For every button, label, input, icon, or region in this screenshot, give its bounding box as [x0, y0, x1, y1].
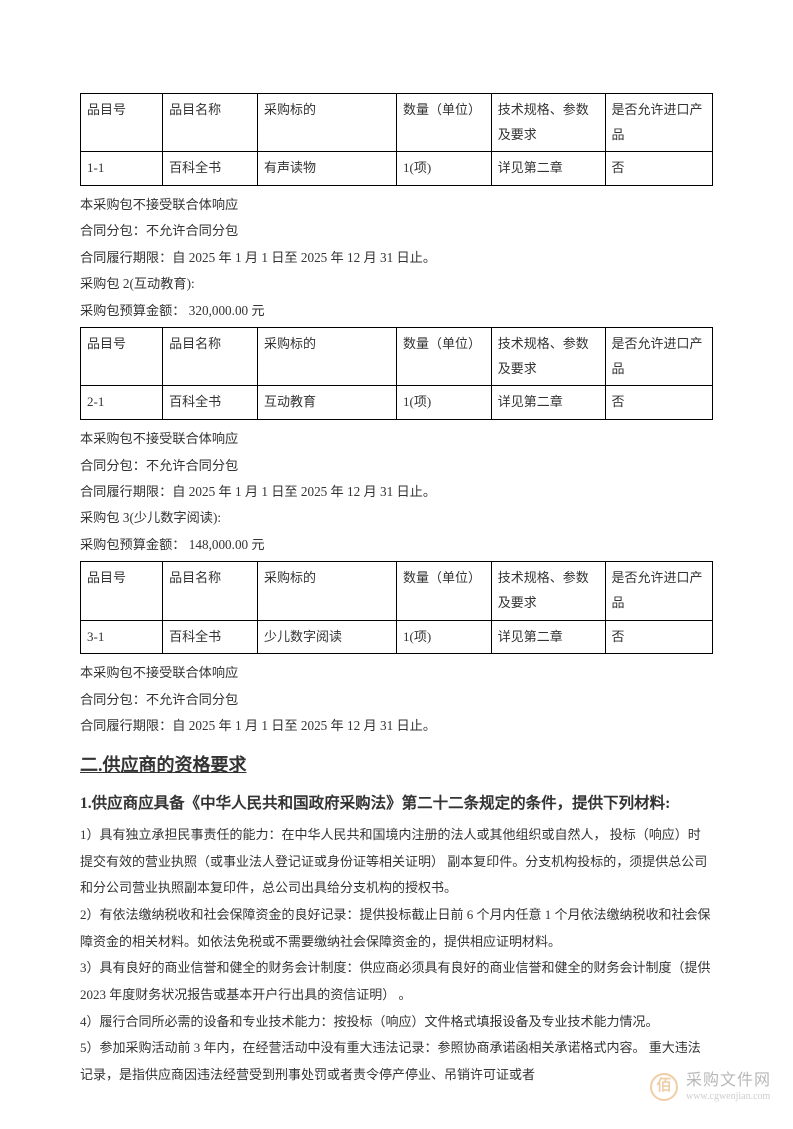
col-import: 是否允许进口产品: [605, 562, 712, 620]
cell-item-name: 百科全书: [163, 620, 258, 654]
watermark: 佰 采购文件网 www.cgwenjian.com: [650, 1072, 771, 1102]
package3-table: 品目号 品目名称 采购标的 数量（单位） 技术规格、参数及要求 是否允许进口产品…: [80, 561, 713, 654]
col-quantity: 数量（单位）: [396, 94, 491, 152]
pkg2-title: 采购包 2(互动教育):: [80, 271, 713, 297]
package1-table: 品目号 品目名称 采购标的 数量（单位） 技术规格、参数及要求 是否允许进口产品…: [80, 93, 713, 186]
cell-quantity: 1(项): [396, 152, 491, 186]
col-item-no: 品目号: [81, 94, 163, 152]
table-row: 3-1 百科全书 少儿数字阅读 1(项) 详见第二章 否: [81, 620, 713, 654]
col-item-no: 品目号: [81, 562, 163, 620]
cell-subject: 有声读物: [257, 152, 396, 186]
cell-spec: 详见第二章: [491, 620, 605, 654]
pkg3-budget: 采购包预算金额： 148,000.00 元: [80, 532, 713, 558]
requirement-p5: 5）参加采购活动前 3 年内，在经营活动中没有重大违法记录：参照协商承诺函相关承…: [80, 1035, 713, 1088]
table-row: 2-1 百科全书 互动教育 1(项) 详见第二章 否: [81, 386, 713, 420]
requirement-p4: 4）履行合同所必需的设备和专业技术能力：按投标（响应）文件格式填报设备及专业技术…: [80, 1009, 713, 1036]
pkg2-budget: 采购包预算金额： 320,000.00 元: [80, 298, 713, 324]
table-header-row: 品目号 品目名称 采购标的 数量（单位） 技术规格、参数及要求 是否允许进口产品: [81, 562, 713, 620]
pkg3-no-subcontract: 合同分包：不允许合同分包: [80, 687, 713, 713]
pkg2-no-subcontract: 合同分包：不允许合同分包: [80, 453, 713, 479]
col-quantity: 数量（单位）: [396, 562, 491, 620]
package2-table: 品目号 品目名称 采购标的 数量（单位） 技术规格、参数及要求 是否允许进口产品…: [80, 327, 713, 420]
col-spec: 技术规格、参数及要求: [491, 328, 605, 386]
requirement-p3: 3）具有良好的商业信誉和健全的财务会计制度：供应商必须具有良好的商业信誉和健全的…: [80, 955, 713, 1008]
requirement-p2: 2）有依法缴纳税收和社会保障资金的良好记录：提供投标截止日前 6 个月内任意 1…: [80, 902, 713, 955]
section2-sub1: 1.供应商应具备《中华人民共和国政府采购法》第二十二条规定的条件，提供下列材料:: [80, 789, 713, 818]
cell-quantity: 1(项): [396, 386, 491, 420]
col-item-no: 品目号: [81, 328, 163, 386]
table-row: 1-1 百科全书 有声读物 1(项) 详见第二章 否: [81, 152, 713, 186]
cell-spec: 详见第二章: [491, 386, 605, 420]
section2-title: 二.供应商的资格要求: [80, 749, 713, 782]
pkg1-contract-period: 合同履行期限：自 2025 年 1 月 1 日至 2025 年 12 月 31 …: [80, 245, 713, 271]
col-spec: 技术规格、参数及要求: [491, 94, 605, 152]
pkg1-no-consortium: 本采购包不接受联合体响应: [80, 192, 713, 218]
cell-quantity: 1(项): [396, 620, 491, 654]
watermark-url: www.cgwenjian.com: [686, 1091, 771, 1103]
cell-item-no: 3-1: [81, 620, 163, 654]
pkg2-no-consortium: 本采购包不接受联合体响应: [80, 426, 713, 452]
pkg1-no-subcontract: 合同分包：不允许合同分包: [80, 218, 713, 244]
cell-import: 否: [605, 386, 712, 420]
cell-spec: 详见第二章: [491, 152, 605, 186]
cell-item-no: 2-1: [81, 386, 163, 420]
cell-import: 否: [605, 152, 712, 186]
col-import: 是否允许进口产品: [605, 94, 712, 152]
pkg2-contract-period: 合同履行期限：自 2025 年 1 月 1 日至 2025 年 12 月 31 …: [80, 479, 713, 505]
cell-item-name: 百科全书: [163, 152, 258, 186]
table-header-row: 品目号 品目名称 采购标的 数量（单位） 技术规格、参数及要求 是否允许进口产品: [81, 94, 713, 152]
pkg3-contract-period: 合同履行期限：自 2025 年 1 月 1 日至 2025 年 12 月 31 …: [80, 713, 713, 739]
col-item-name: 品目名称: [163, 328, 258, 386]
col-item-name: 品目名称: [163, 562, 258, 620]
cell-import: 否: [605, 620, 712, 654]
table-header-row: 品目号 品目名称 采购标的 数量（单位） 技术规格、参数及要求 是否允许进口产品: [81, 328, 713, 386]
cell-item-name: 百科全书: [163, 386, 258, 420]
watermark-cn: 采购文件网: [686, 1072, 771, 1090]
col-subject: 采购标的: [257, 562, 396, 620]
col-subject: 采购标的: [257, 328, 396, 386]
cell-subject: 少儿数字阅读: [257, 620, 396, 654]
cell-item-no: 1-1: [81, 152, 163, 186]
col-import: 是否允许进口产品: [605, 328, 712, 386]
watermark-text: 采购文件网 www.cgwenjian.com: [686, 1072, 771, 1102]
pkg3-no-consortium: 本采购包不接受联合体响应: [80, 660, 713, 686]
cell-subject: 互动教育: [257, 386, 396, 420]
col-spec: 技术规格、参数及要求: [491, 562, 605, 620]
watermark-logo-icon: 佰: [650, 1073, 678, 1101]
col-subject: 采购标的: [257, 94, 396, 152]
col-item-name: 品目名称: [163, 94, 258, 152]
pkg3-title: 采购包 3(少儿数字阅读):: [80, 505, 713, 531]
col-quantity: 数量（单位）: [396, 328, 491, 386]
requirement-p1: 1）具有独立承担民事责任的能力：在中华人民共和国境内注册的法人或其他组织或自然人…: [80, 822, 713, 902]
